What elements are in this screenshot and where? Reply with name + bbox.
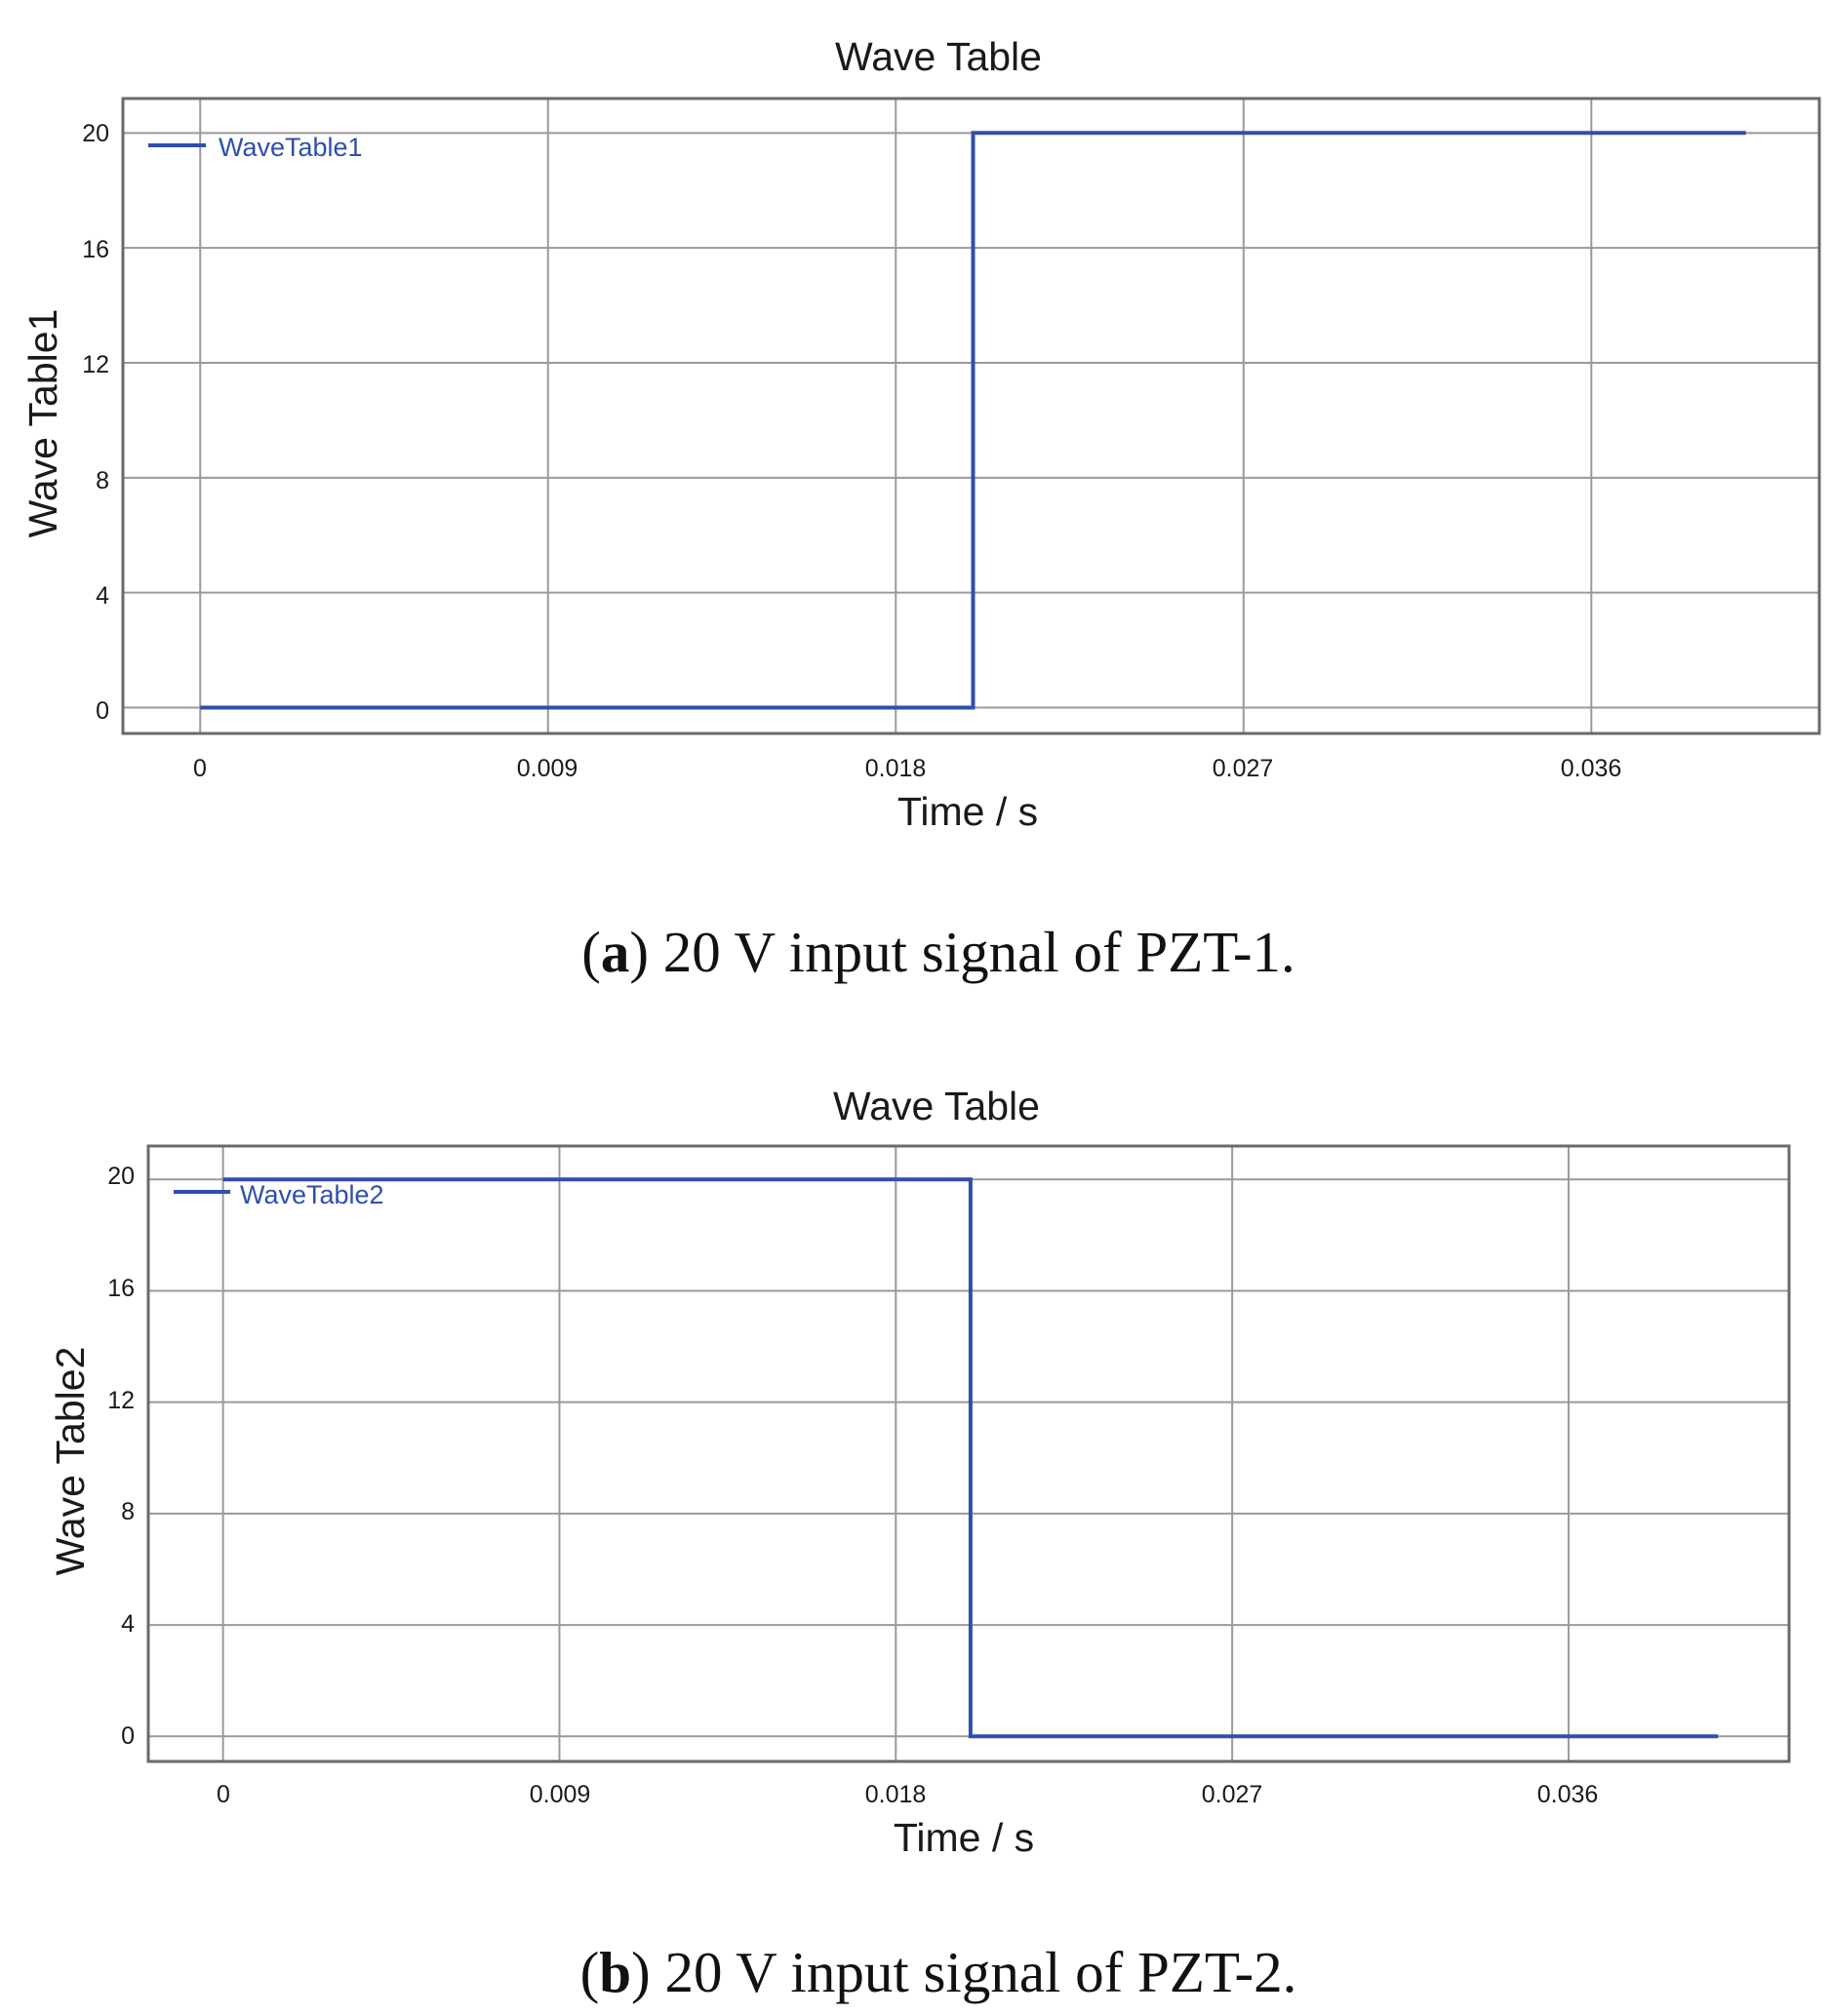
chart-b-legend-label: WaveTable2 [240, 1180, 384, 1209]
chart-a-title: Wave Table [835, 34, 1042, 79]
chart-a-ytick-0: 0 [96, 697, 109, 725]
chart-b-xtick-0.027: 0.027 [1202, 1781, 1263, 1808]
caption-a-text: 20 V input signal of PZT-1. [663, 920, 1295, 984]
chart-a-frame [121, 97, 1821, 735]
chart-b-xtick-0.036: 0.036 [1537, 1781, 1599, 1808]
chart-b-ytick-20: 20 [107, 1163, 135, 1190]
chart-a-xtick-0.009: 0.009 [517, 755, 578, 782]
chart-a-xtick-0.027: 0.027 [1213, 755, 1274, 782]
chart-a-legend-label: WaveTable1 [219, 133, 363, 162]
chart-b-xtick-0.018: 0.018 [865, 1781, 927, 1808]
chart-a-series-line [200, 131, 1746, 710]
chart-b-y-axis-label: Wave Table2 [48, 1347, 93, 1576]
chart-b-series-line [222, 1177, 1719, 1739]
chart-b-xtick-0.009: 0.009 [530, 1781, 591, 1808]
caption-a: (a) 20 V input signal of PZT-1. [581, 920, 1295, 984]
chart-a-xtick-0: 0 [193, 755, 207, 782]
chart-a-xtick-0.018: 0.018 [865, 755, 927, 782]
chart-a-ytick-8: 8 [96, 467, 109, 494]
chart-a-x-ticks: 0 0.009 0.018 0.027 0.036 [193, 755, 1621, 782]
caption-b-letter: b [599, 1940, 631, 2004]
chart-b-ytick-8: 8 [121, 1498, 135, 1525]
chart-a-y-ticks: 0 4 8 12 16 20 [82, 120, 109, 725]
chart-b-y-ticks: 0 4 8 12 16 20 [107, 1163, 135, 1750]
chart-a-x-axis-label: Time / s [897, 789, 1038, 834]
chart-a-y-axis-label: Wave Table1 [20, 309, 65, 538]
chart-b-ytick-12: 12 [107, 1387, 135, 1414]
chart-b-xtick-0: 0 [217, 1781, 230, 1808]
chart-b-title: Wave Table [833, 1084, 1040, 1128]
chart-a: Wave Table 0 4 8 12 16 20 0 0.009 0.018 … [20, 34, 1821, 984]
chart-a-xtick-0.036: 0.036 [1561, 755, 1622, 782]
chart-b-frame [146, 1144, 1791, 1763]
chart-b-x-axis-label: Time / s [894, 1815, 1034, 1860]
chart-b-ytick-4: 4 [121, 1610, 135, 1638]
chart-b: Wave Table 0 4 8 12 16 20 0 0.009 0.018 … [48, 1084, 1791, 2004]
caption-a-letter: a [601, 920, 630, 984]
chart-b-series-0 [222, 1177, 1719, 1739]
caption-b-text: 20 V input signal of PZT-2. [664, 1940, 1296, 2004]
caption-b: (b) 20 V input signal of PZT-2. [580, 1940, 1297, 2004]
chart-b-ytick-16: 16 [107, 1275, 135, 1302]
chart-a-legend: WaveTable1 [148, 133, 363, 162]
chart-b-x-ticks: 0 0.009 0.018 0.027 0.036 [217, 1781, 1598, 1808]
chart-b-legend: WaveTable2 [174, 1180, 384, 1209]
chart-a-ytick-16: 16 [82, 236, 109, 263]
chart-a-series-0 [200, 131, 1746, 710]
chart-a-ytick-20: 20 [82, 120, 109, 147]
chart-a-ytick-12: 12 [82, 351, 109, 378]
chart-a-ytick-4: 4 [96, 582, 109, 610]
chart-b-ytick-0: 0 [121, 1722, 135, 1750]
